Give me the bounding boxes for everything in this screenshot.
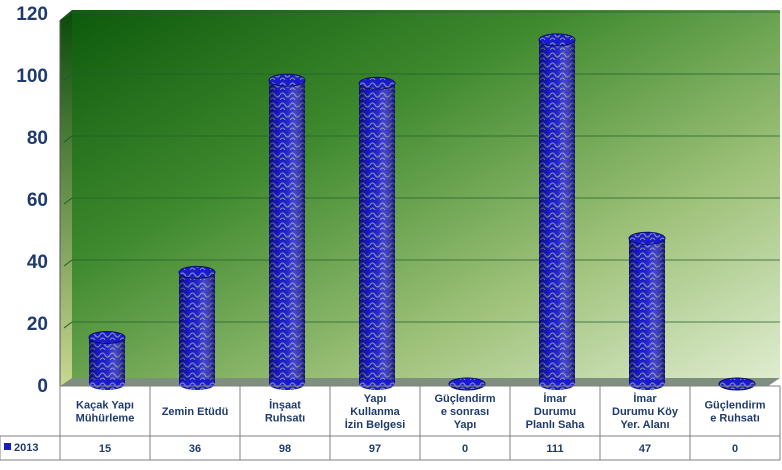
category-label: Güçlendirm e Ruhsatı <box>704 400 765 425</box>
value-label: 0 <box>732 443 738 455</box>
category-label: Kaçak Yapı Mühürleme <box>76 400 135 425</box>
side-gridline <box>63 197 73 205</box>
bar <box>88 331 126 390</box>
y-tick-label: 100 <box>16 66 48 87</box>
side-wall <box>60 10 72 386</box>
table-value-row <box>0 435 781 461</box>
category-label: İmar Durumu Köy Yer. Alanı <box>612 392 679 431</box>
side-gridline <box>63 73 73 81</box>
bar-top <box>178 265 216 279</box>
side-gridline <box>63 321 73 329</box>
bar-top <box>88 331 126 344</box>
legend-swatch <box>4 443 11 450</box>
bar-base <box>89 378 125 390</box>
bar-base <box>179 378 215 390</box>
y-tick-label: 120 <box>16 4 48 25</box>
side-gridline <box>63 135 73 143</box>
bar-shading <box>179 272 215 384</box>
y-tick-label: 40 <box>27 252 48 273</box>
bar <box>538 33 576 390</box>
value-label: 15 <box>99 443 111 455</box>
bar-top <box>448 377 486 391</box>
y-tick-label: 0 <box>37 376 48 397</box>
value-label: 47 <box>639 443 651 455</box>
y-tick-label: 60 <box>27 190 48 211</box>
value-label: 36 <box>189 443 201 455</box>
y-tick-label: 80 <box>27 128 48 149</box>
bars <box>88 33 756 391</box>
bar-shading <box>629 238 665 384</box>
legend-label: 2013 <box>14 442 38 454</box>
bar <box>358 76 396 390</box>
bar-base <box>539 378 575 390</box>
side-gridline <box>63 11 73 19</box>
category-label: Zemin Etüdü <box>162 406 229 418</box>
floor <box>60 378 780 386</box>
bar-top <box>538 33 576 47</box>
value-label: 98 <box>279 443 291 455</box>
side-gridline <box>63 259 73 267</box>
bar-top <box>628 231 666 245</box>
category-label: İnşaat Ruhsatı <box>265 399 305 425</box>
data-table: Kaçak Yapı Mühürleme Zemin Etüdü İnşaat Ruhs… <box>0 385 781 461</box>
value-label: 97 <box>369 443 381 455</box>
category-label: Yapı Kullanma İzin Belgesi <box>345 393 406 431</box>
back-wall <box>72 10 780 378</box>
bar <box>178 265 216 390</box>
bar-top <box>718 377 756 391</box>
value-label: 0 <box>462 443 468 455</box>
bar-shading <box>89 337 125 384</box>
bar-top <box>268 73 306 87</box>
bar <box>268 73 306 390</box>
bar-shading <box>269 80 305 384</box>
bar-top <box>358 76 396 90</box>
bar-shading <box>539 39 575 385</box>
bar-base <box>359 378 395 390</box>
bar-shading <box>359 83 395 385</box>
category-label: Güçlendirm e sonrası Yapı <box>434 393 495 431</box>
bar <box>718 377 756 391</box>
bar <box>448 377 486 391</box>
y-axis-ticks: 0 20 40 60 80 100 120 <box>16 4 61 397</box>
bar-base <box>629 378 665 390</box>
bar-base <box>269 378 305 390</box>
value-label: 111 <box>546 443 563 455</box>
category-label: İmar Durumu Planlı Saha <box>526 392 586 431</box>
y-tick-label: 20 <box>27 314 48 335</box>
bar <box>628 231 666 390</box>
